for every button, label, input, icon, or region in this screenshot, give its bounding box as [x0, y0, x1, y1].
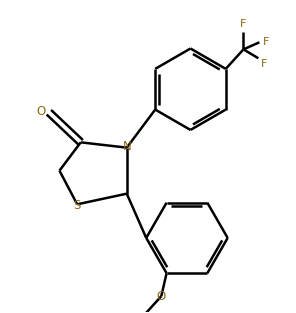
- Text: N: N: [122, 140, 131, 153]
- Text: F: F: [263, 37, 269, 47]
- Text: F: F: [261, 59, 268, 69]
- Text: O: O: [156, 290, 165, 303]
- Text: S: S: [73, 198, 80, 212]
- Text: O: O: [36, 105, 46, 118]
- Text: F: F: [240, 19, 247, 29]
